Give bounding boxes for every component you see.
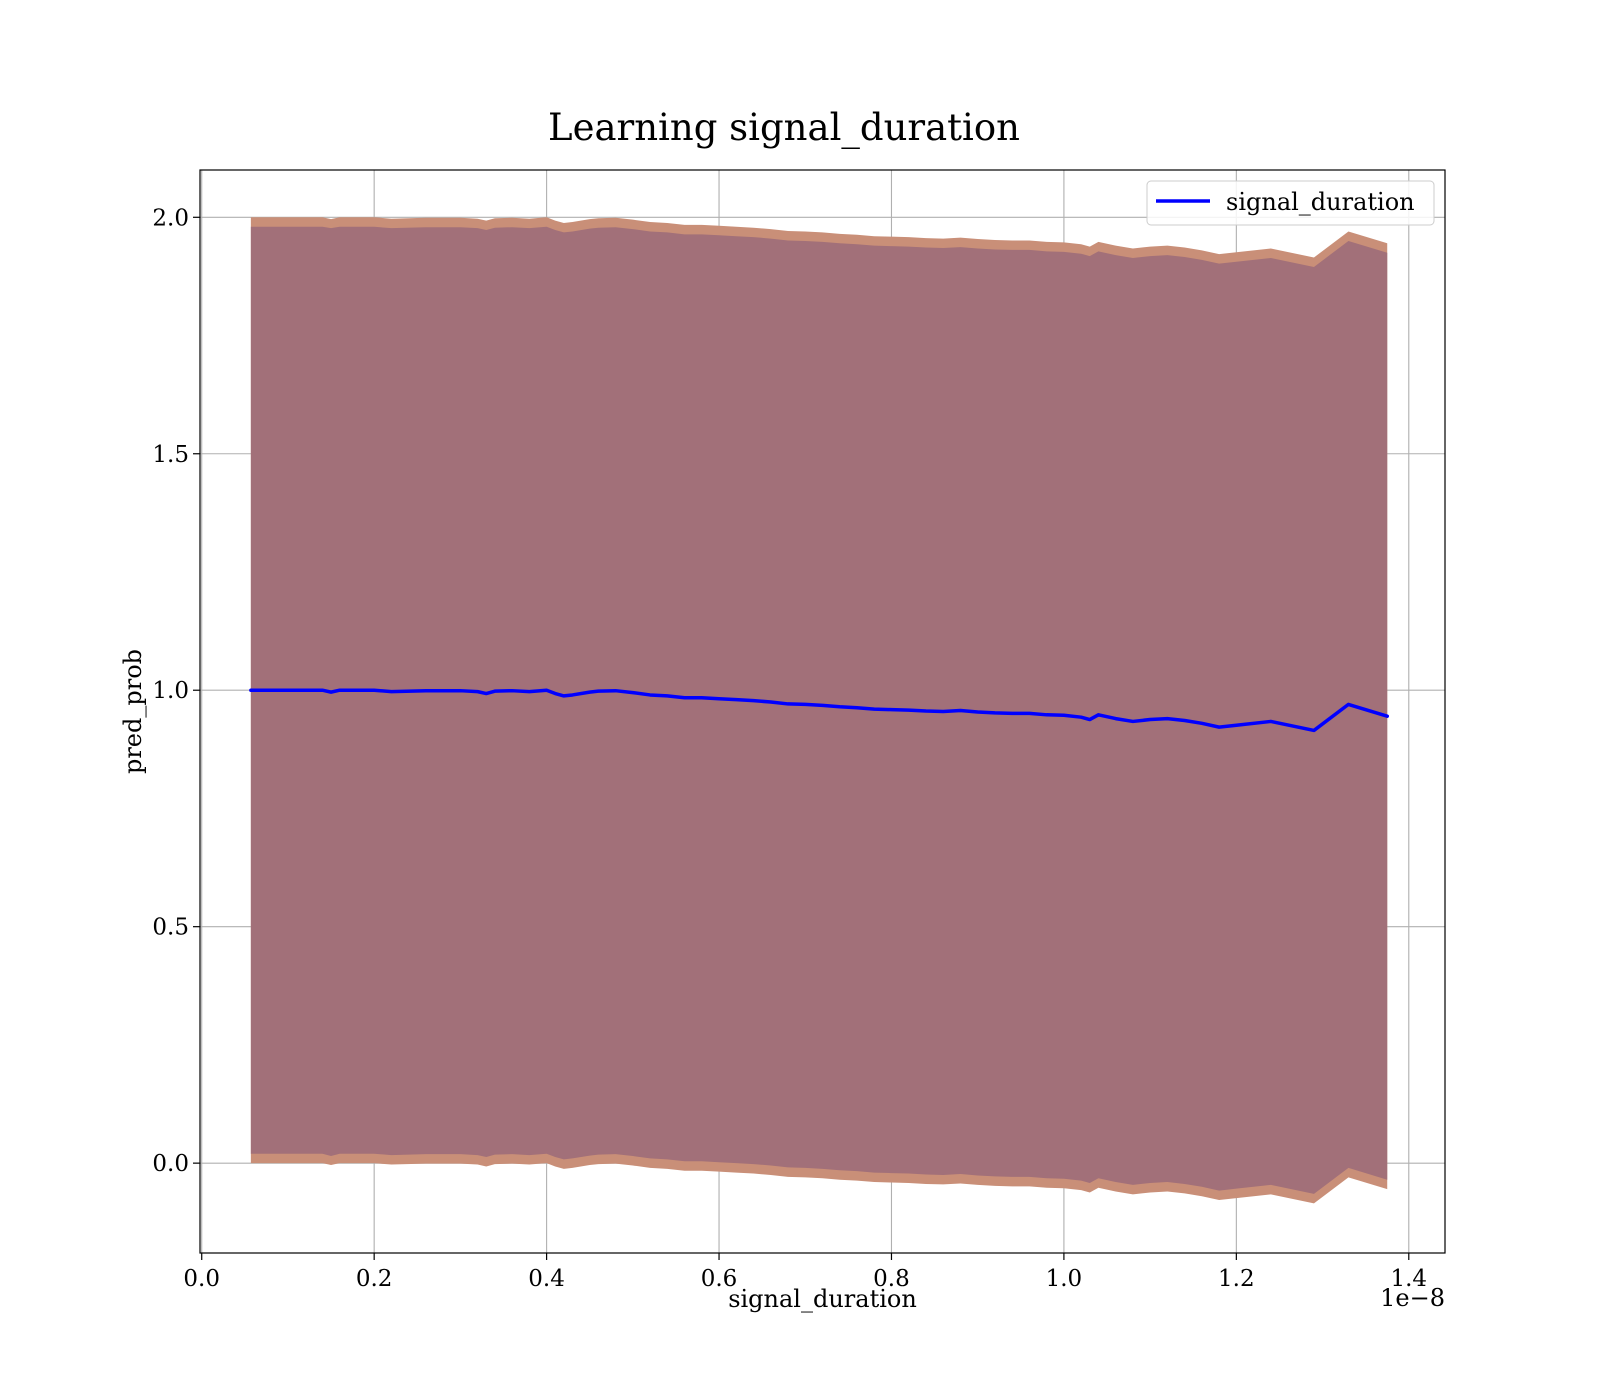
confidence-bands — [250, 217, 1388, 1204]
x-axis-label: signal_duration — [728, 1285, 917, 1313]
x-tick-label: 1.4 — [1390, 1266, 1427, 1292]
x-tick-label: 0.0 — [183, 1266, 220, 1292]
x-tick-label: 0.6 — [701, 1266, 738, 1292]
y-tick-label: 1.5 — [152, 442, 189, 468]
legend-label: signal_duration — [1226, 188, 1415, 216]
x-tick-label: 0.2 — [356, 1266, 393, 1292]
inner-confidence-band — [250, 226, 1388, 1194]
series-line — [249, 688, 1389, 733]
x-tick-label: 0.4 — [528, 1266, 565, 1292]
plot-frame — [199, 169, 1446, 1254]
y-axis-label: pred_prob — [119, 649, 147, 774]
axis-ticks: 0.0 0.2 0.4 0.6 0.8 1.0 1.2 1.4 0.0 0.5 1.0 1.5 2.0 — [152, 205, 1427, 1292]
x-tick-label: 1.2 — [1218, 1266, 1255, 1292]
y-tick-label: 2.0 — [152, 205, 189, 231]
series-lines — [249, 688, 1389, 733]
y-tick-label: 1.0 — [152, 678, 189, 704]
legend: signal_duration — [1146, 180, 1435, 226]
x-tick-label: 1.0 — [1046, 1266, 1083, 1292]
x-tick-label: 0.8 — [873, 1266, 910, 1292]
y-tick-label: 0.0 — [152, 1151, 189, 1177]
chart-title: Learning signal_duration — [548, 106, 1020, 150]
y-tick-label: 0.5 — [152, 915, 189, 941]
x-axis-offset-label: 1e−8 — [1380, 1284, 1445, 1312]
legend-box — [1146, 180, 1435, 226]
